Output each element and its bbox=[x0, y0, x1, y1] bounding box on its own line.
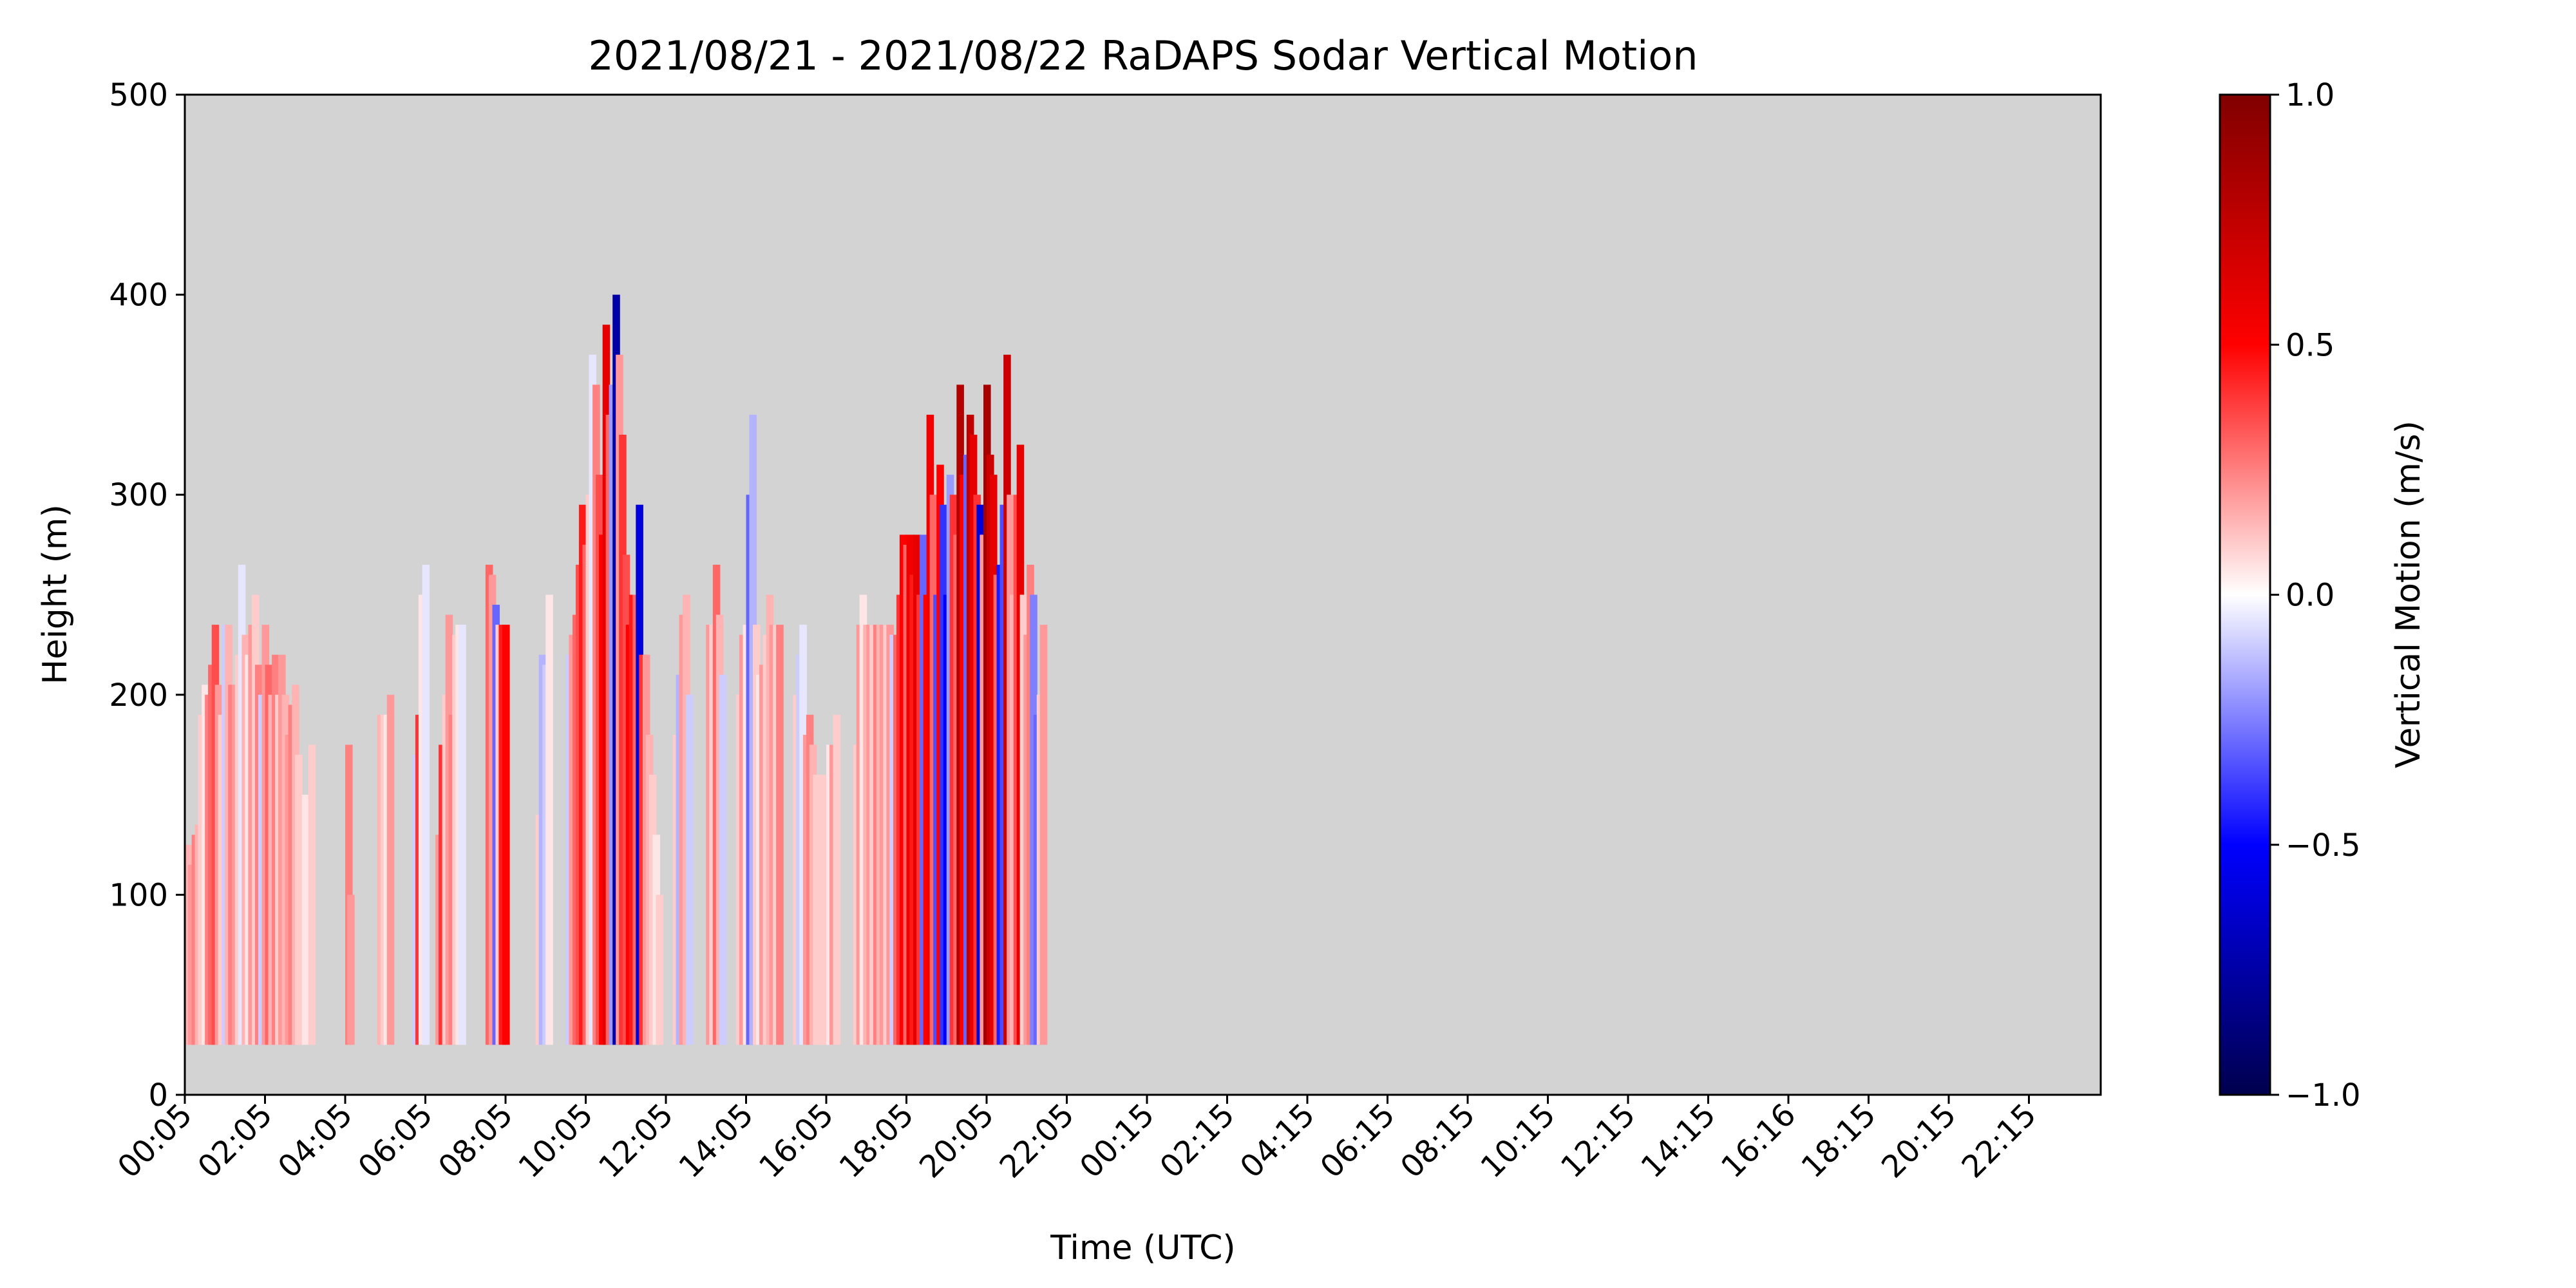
profile-column bbox=[347, 895, 355, 1045]
plot-frame bbox=[184, 93, 2102, 1096]
x-tick-label: 22:05 bbox=[993, 1097, 1081, 1185]
y-tick-label: 300 bbox=[109, 477, 168, 513]
x-tick-label: 08:15 bbox=[1394, 1097, 1482, 1185]
colorbar-label: Vertical Motion (m/s) bbox=[2389, 421, 2428, 768]
x-tick-label: 04:05 bbox=[271, 1097, 359, 1185]
profile-column bbox=[502, 625, 510, 1045]
x-tick-label: 20:15 bbox=[1875, 1097, 1963, 1185]
colorbar-tick-label: 1.0 bbox=[2286, 77, 2334, 113]
colorbar bbox=[2219, 93, 2271, 1096]
x-tick-label: 02:15 bbox=[1153, 1097, 1242, 1185]
y-tick-label: 500 bbox=[109, 77, 168, 113]
colorbar-tick-label: 0.5 bbox=[2286, 327, 2334, 363]
profile-column bbox=[656, 895, 664, 1045]
x-tick-label: 10:05 bbox=[512, 1097, 600, 1185]
y-tick-label: 0 bbox=[148, 1077, 168, 1113]
x-tick-label: 14:05 bbox=[672, 1097, 761, 1185]
x-axis-label: Time (UTC) bbox=[1050, 1229, 1235, 1267]
x-tick-label: 16:05 bbox=[752, 1097, 840, 1185]
x-tick-label: 02:05 bbox=[191, 1097, 279, 1185]
x-tick-label: 20:05 bbox=[913, 1097, 1001, 1185]
x-tick-label: 16:16 bbox=[1714, 1097, 1803, 1185]
plot-background bbox=[185, 95, 2101, 1095]
profile-column bbox=[1039, 625, 1048, 1045]
profile-column bbox=[776, 625, 784, 1045]
x-tick-label: 12:15 bbox=[1554, 1097, 1642, 1185]
profile-column bbox=[422, 564, 430, 1045]
x-tick-label: 18:15 bbox=[1795, 1097, 1883, 1185]
profile-column bbox=[295, 754, 303, 1045]
profile-column bbox=[819, 775, 827, 1045]
x-tick-label: 10:15 bbox=[1474, 1097, 1562, 1185]
chart-title: 2021/08/21 - 2021/08/22 RaDAPS Sodar Ver… bbox=[588, 32, 1698, 79]
colorbar-tick-label: −0.5 bbox=[2286, 828, 2361, 864]
colorbar-tick-label: 0.0 bbox=[2286, 578, 2334, 614]
x-tick-label: 08:05 bbox=[431, 1097, 520, 1185]
colorbar-tick-label: −1.0 bbox=[2286, 1077, 2361, 1113]
x-tick-label: 12:05 bbox=[592, 1097, 680, 1185]
profile-column bbox=[301, 795, 310, 1045]
colorbar-ticks: −1.0 −0.5 0.0 0.5 1.0 bbox=[2270, 77, 2361, 1113]
y-tick-label: 100 bbox=[109, 877, 168, 913]
profile-column bbox=[545, 594, 553, 1045]
profile-column bbox=[813, 775, 821, 1045]
x-tick-label: 04:15 bbox=[1233, 1097, 1321, 1185]
y-axis-label: Height (m) bbox=[36, 504, 75, 685]
profile-column bbox=[719, 674, 727, 1045]
y-tick-label: 400 bbox=[109, 278, 168, 314]
x-tick-label: 18:05 bbox=[833, 1097, 921, 1185]
profile-column bbox=[833, 714, 841, 1045]
y-axis: 0 100 200 300 400 500 bbox=[109, 77, 185, 1113]
profile-column bbox=[345, 744, 353, 1045]
x-tick-label: 06:05 bbox=[352, 1097, 440, 1185]
data-layer bbox=[185, 294, 1048, 1045]
profile-column bbox=[308, 744, 316, 1045]
x-tick-label: 22:15 bbox=[1955, 1097, 2043, 1185]
profile-column bbox=[386, 694, 395, 1045]
x-axis: 00:0502:0504:0506:0508:0510:0512:0514:05… bbox=[111, 1095, 2043, 1185]
x-tick-label: 00:15 bbox=[1073, 1097, 1161, 1185]
y-tick-label: 200 bbox=[109, 677, 168, 714]
x-tick-label: 14:15 bbox=[1634, 1097, 1723, 1185]
x-tick-label: 06:15 bbox=[1314, 1097, 1402, 1185]
profile-column bbox=[459, 625, 466, 1045]
profile-column bbox=[686, 694, 694, 1045]
